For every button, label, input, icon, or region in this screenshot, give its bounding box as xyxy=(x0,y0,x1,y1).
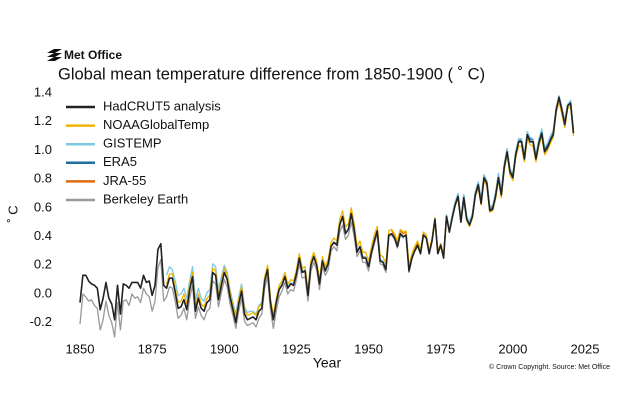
y-tick-label: 0.6 xyxy=(34,199,52,214)
logo-icon xyxy=(47,49,62,61)
x-tick-label: 2000 xyxy=(498,341,527,356)
x-axis-label: Year xyxy=(313,355,342,371)
y-tick-label: 0.0 xyxy=(34,285,52,300)
y-tick-label: 0.8 xyxy=(34,171,52,186)
y-tick-label: 1.0 xyxy=(34,142,52,157)
series-line xyxy=(79,96,575,324)
legend-label: HadCRUT5 analysis xyxy=(103,98,221,113)
legend-label: JRA-55 xyxy=(103,173,146,188)
y-tick-label: 1.2 xyxy=(34,113,52,128)
x-tick-label: 1900 xyxy=(210,341,239,356)
y-tick-label: -0.2 xyxy=(30,314,52,329)
legend-label: GISTEMP xyxy=(103,136,162,151)
legend-label: NOAAGlobalTemp xyxy=(103,117,209,132)
y-tick-label: 1.4 xyxy=(34,84,52,99)
chart-title: Global mean temperature difference from … xyxy=(58,65,485,83)
logo-text: Met Office xyxy=(64,48,122,62)
y-axis-label: ˚ C xyxy=(5,205,20,222)
x-tick-label: 1850 xyxy=(66,341,95,356)
x-tick-label: 1950 xyxy=(354,341,383,356)
legend-label: Berkeley Earth xyxy=(103,191,188,206)
x-tick-label: 1875 xyxy=(138,341,167,356)
source-note: © Crown Copyright. Source: Met Office xyxy=(489,363,610,371)
x-tick-label: 2025 xyxy=(571,341,600,356)
y-tick-label: 0.2 xyxy=(34,257,52,272)
y-tick-label: 0.4 xyxy=(34,228,52,243)
x-tick-label: 1925 xyxy=(282,341,311,356)
x-tick-label: 1975 xyxy=(426,341,455,356)
series-line xyxy=(79,95,575,338)
legend-label: ERA5 xyxy=(103,154,137,169)
